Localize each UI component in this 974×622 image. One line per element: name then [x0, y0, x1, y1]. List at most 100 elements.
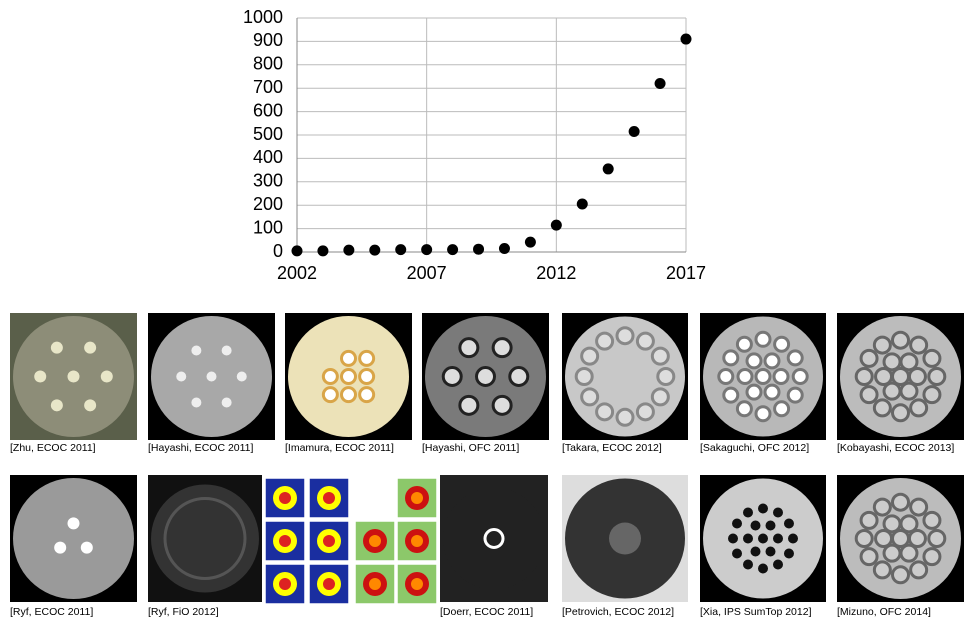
mode-tile — [354, 520, 396, 562]
core — [891, 492, 910, 512]
core — [754, 330, 772, 348]
x-tick-label: 2002 — [277, 263, 317, 283]
point — [602, 163, 614, 175]
point — [291, 245, 303, 257]
core — [773, 533, 783, 544]
core — [574, 367, 594, 386]
core — [773, 559, 783, 570]
core — [754, 405, 772, 423]
core — [909, 398, 929, 418]
x-tick-label: 2012 — [536, 263, 576, 283]
mode-blob — [323, 578, 335, 590]
core — [206, 371, 217, 382]
core — [872, 398, 892, 418]
y-tick-label: 800 — [253, 54, 283, 74]
core — [358, 368, 376, 385]
core — [891, 367, 910, 386]
point — [498, 242, 510, 254]
core — [859, 385, 879, 405]
core — [882, 381, 902, 401]
core — [872, 335, 892, 355]
mode-tile — [264, 520, 306, 562]
fiber-image — [562, 475, 688, 602]
y-tick-label: 500 — [253, 124, 283, 144]
fiber-image — [700, 475, 826, 602]
fiber-image — [440, 475, 548, 602]
cladding — [565, 316, 685, 437]
core — [909, 560, 929, 580]
core — [786, 386, 804, 404]
point — [550, 219, 562, 231]
core — [772, 368, 790, 385]
caption: [Mizuno, OFC 2014] — [837, 606, 931, 618]
core — [728, 533, 738, 544]
core — [773, 400, 791, 418]
mode-blob — [323, 535, 335, 547]
mode-blob — [411, 492, 423, 504]
core — [750, 546, 761, 557]
core — [221, 345, 232, 356]
core — [859, 547, 879, 567]
cladding — [13, 478, 134, 599]
core — [722, 349, 740, 367]
core — [874, 529, 894, 548]
mode-blob — [279, 492, 291, 504]
core — [221, 397, 232, 408]
caption: [Hayashi, OFC 2011] — [422, 442, 519, 454]
core — [358, 349, 376, 367]
y-tick-label: 400 — [253, 147, 283, 167]
core — [763, 352, 781, 370]
point — [576, 198, 588, 210]
cladding — [151, 484, 259, 593]
mode-tile — [396, 477, 438, 519]
fiber-image — [148, 313, 275, 440]
core — [735, 335, 753, 353]
core — [750, 520, 761, 531]
core — [788, 533, 798, 544]
fiber-image — [10, 475, 137, 602]
core — [441, 366, 463, 387]
point — [369, 244, 381, 256]
tile-bg — [354, 563, 396, 605]
core — [859, 510, 879, 530]
core — [483, 528, 505, 549]
point — [473, 243, 485, 255]
core — [909, 497, 929, 517]
core — [765, 520, 776, 531]
x-tick-label: 2017 — [666, 263, 706, 283]
core — [745, 383, 763, 401]
core — [163, 497, 247, 580]
core — [854, 367, 874, 386]
core — [927, 367, 947, 386]
core — [927, 529, 947, 548]
core — [909, 335, 929, 355]
core — [907, 367, 927, 386]
core — [745, 352, 763, 370]
core — [743, 559, 753, 570]
core — [899, 543, 919, 563]
fiber-image — [700, 313, 826, 440]
core — [743, 533, 753, 544]
core — [491, 337, 513, 359]
core — [891, 565, 910, 585]
core — [732, 518, 743, 529]
core — [786, 349, 804, 367]
y-tick-label: 900 — [253, 30, 283, 50]
core — [882, 352, 902, 372]
core — [656, 367, 676, 386]
core — [758, 503, 768, 514]
y-tick-label: 300 — [253, 171, 283, 191]
mode-tile — [396, 520, 438, 562]
core — [783, 518, 794, 529]
core — [765, 546, 776, 557]
core — [236, 371, 247, 382]
core — [615, 407, 635, 427]
core — [191, 345, 202, 356]
core — [84, 341, 97, 354]
core — [922, 547, 942, 567]
core — [84, 399, 97, 412]
core — [340, 368, 357, 385]
core — [580, 387, 600, 407]
core — [899, 514, 919, 534]
